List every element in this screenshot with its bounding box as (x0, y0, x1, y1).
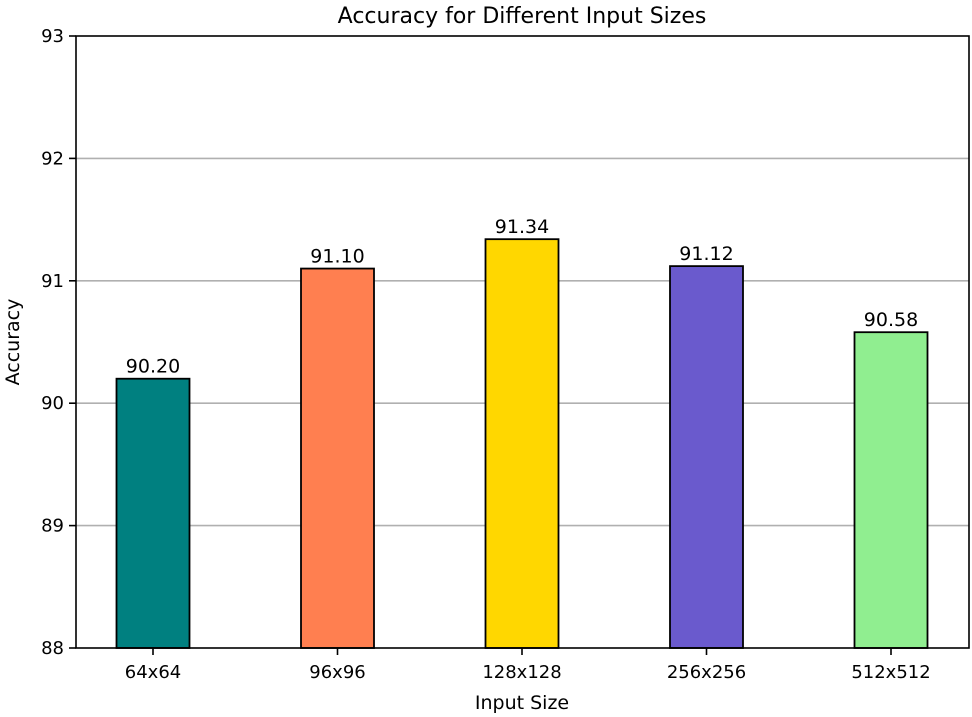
bar-512x512 (853, 331, 929, 649)
y-axis-label: Accuracy (2, 299, 24, 386)
bar-value-label: 91.34 (495, 216, 549, 238)
bar-value-label: 90.58 (864, 309, 918, 331)
y-tick-label: 90 (41, 393, 64, 414)
bar-value-label: 90.20 (126, 356, 180, 378)
bar-128x128 (484, 238, 560, 649)
x-axis-ticks: 64x64 96x96 128x128 256x256 512x512 (125, 648, 931, 683)
y-tick-label: 93 (41, 26, 64, 47)
x-tick-label: 256x256 (667, 662, 746, 683)
y-axis-ticks: 88 89 90 91 92 93 (41, 26, 76, 659)
y-tick-label: 89 (41, 516, 64, 537)
y-tick-label: 88 (41, 638, 64, 659)
y-tick-label: 92 (41, 148, 64, 169)
bar-value-label: 91.10 (310, 246, 364, 268)
bars (115, 238, 929, 649)
x-tick-label: 512x512 (851, 662, 930, 683)
x-tick-label: 96x96 (309, 662, 365, 683)
x-tick-label: 128x128 (482, 662, 561, 683)
x-axis-label: Input Size (475, 692, 569, 714)
bar-value-labels: 90.20 91.10 91.34 91.12 90.58 (126, 216, 918, 378)
bar-64x64 (115, 377, 191, 649)
x-tick-label: 64x64 (125, 662, 181, 683)
chart-title: Accuracy for Different Input Sizes (338, 4, 707, 29)
bar-96x96 (300, 267, 375, 649)
y-tick-label: 91 (41, 271, 64, 292)
bar-value-label: 91.12 (679, 243, 733, 265)
bar-256x256 (669, 265, 744, 649)
